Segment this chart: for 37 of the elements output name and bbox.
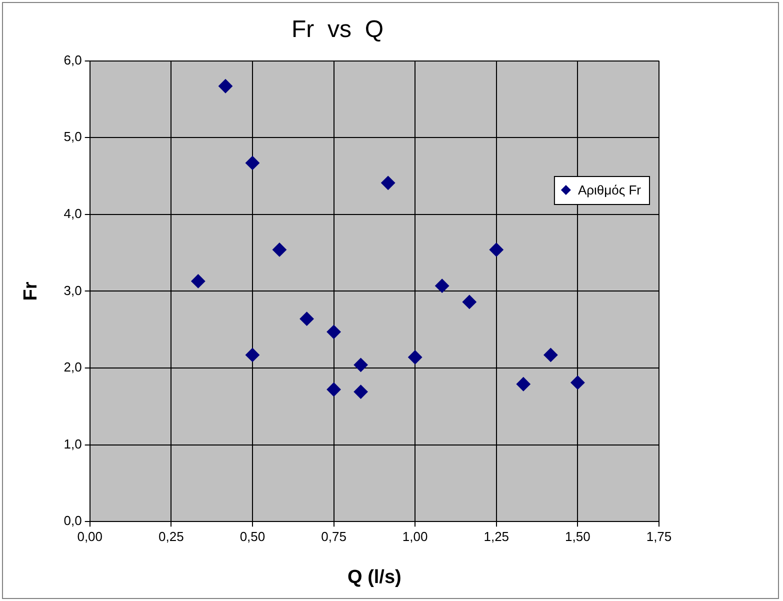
point: [354, 384, 368, 399]
point: [408, 350, 422, 364]
point: [245, 156, 260, 170]
x-tick-label: 1,50: [565, 528, 590, 544]
y-axis-title: Fr: [20, 281, 42, 301]
x-tick-label: 1,75: [646, 528, 672, 544]
x-axis-title: Q (l/s): [348, 566, 402, 588]
point: [516, 377, 530, 392]
point: [381, 176, 396, 190]
y-tick-label: 5,0: [64, 129, 82, 144]
point: [191, 274, 206, 288]
point: [218, 79, 232, 94]
point: [462, 294, 476, 309]
point: [435, 278, 450, 293]
y-tick-label: 3,0: [64, 282, 82, 298]
point: [544, 348, 558, 362]
y-tick-label: 6,0: [64, 52, 82, 68]
x-tick-label: 0,25: [158, 528, 184, 544]
point: [300, 312, 314, 326]
y-tick-label: 0,0: [64, 513, 82, 528]
point: [489, 242, 504, 257]
x-tick-label: 0,75: [321, 528, 346, 544]
y-tick-label: 2,0: [64, 360, 82, 375]
point: [245, 348, 260, 362]
x-tick-label: 0,50: [240, 528, 266, 544]
chart-title: Fr vs Q: [292, 16, 384, 44]
point: [354, 358, 368, 372]
x-tick-label: 1,25: [484, 528, 510, 544]
y-tick-label: 4,0: [64, 206, 82, 221]
point: [326, 324, 341, 339]
point: [326, 382, 341, 397]
x-tick-label: 0,00: [77, 528, 103, 544]
legend-label: Αριθμός Fr: [578, 182, 642, 198]
x-tick-label: 1,00: [402, 528, 428, 544]
y-tick-label: 1,0: [64, 436, 82, 452]
point: [570, 376, 585, 390]
point: [272, 242, 286, 257]
